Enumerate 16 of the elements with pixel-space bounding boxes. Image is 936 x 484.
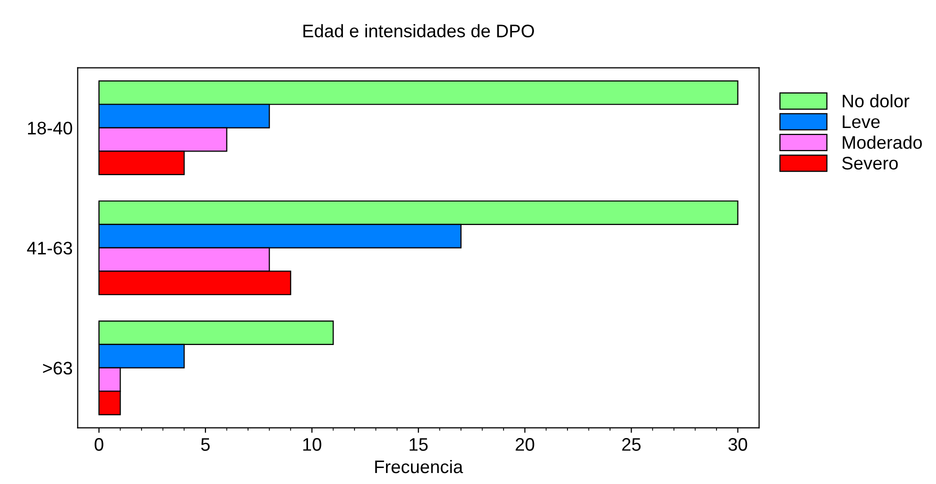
- legend-label: Leve: [842, 116, 880, 128]
- y-tick-label: 18-40: [28, 122, 72, 134]
- legend-label: Severo: [842, 156, 898, 170]
- x-tick-label: 30: [728, 438, 748, 451]
- legend-label: Moderado: [842, 136, 922, 149]
- x-tick-label: 25: [622, 438, 641, 451]
- x-tick-label: 15: [410, 438, 428, 451]
- x-tick-label: 5: [201, 438, 210, 451]
- x-tick-label: 0: [94, 438, 104, 451]
- legend-label: No dolor: [842, 94, 910, 108]
- y-tick-label: 41-63: [27, 242, 72, 255]
- x-tick-label: 20: [516, 438, 534, 451]
- x-axis-title: Frecuencia: [375, 460, 464, 474]
- x-tick-label: 10: [303, 438, 322, 451]
- chart-title: Edad e intensidades de DPO: [303, 24, 534, 38]
- y-tick-label: >63: [43, 362, 72, 375]
